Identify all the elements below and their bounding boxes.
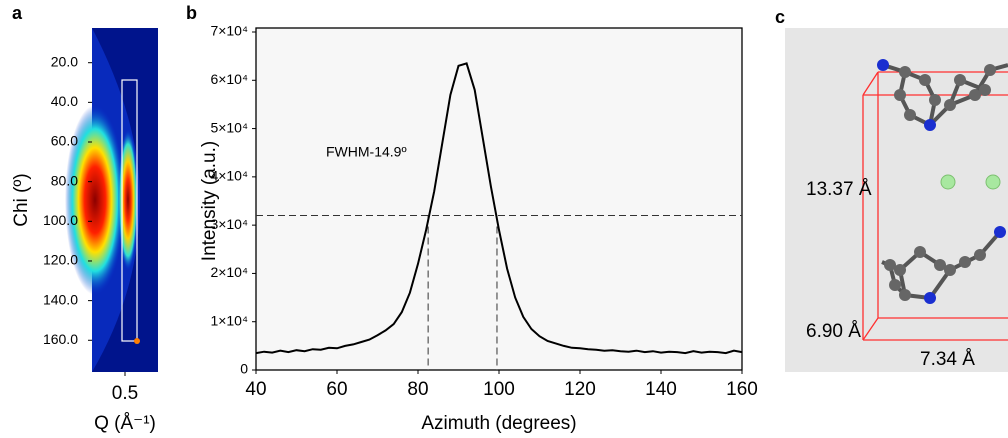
panel-label: c: [775, 7, 785, 27]
y-tick-label: 0: [240, 361, 248, 377]
x-tick-label: 40: [245, 379, 266, 400]
x-tick-label: 0.5: [112, 383, 138, 404]
y-axis-label: Intensity (a.u.): [199, 141, 220, 261]
y-tick-label: 80.0: [51, 172, 78, 188]
fwhm-annotation: FWHM-14.9º: [326, 144, 407, 160]
x-tick-label: 100: [483, 379, 515, 400]
x-tick-label: 160: [726, 379, 758, 400]
intensity-line: [255, 62, 743, 355]
y-tick-label: 4×10⁴: [210, 168, 248, 184]
y-tick-label: 20.0: [51, 53, 78, 69]
panel-label: b: [186, 3, 197, 23]
y-tick-label: 7×10⁴: [210, 23, 248, 39]
crystal-structure: 13.37 Å 6.90 Å 7.34 Å c: [775, 7, 1008, 372]
x-axis-label: Azimuth (degrees): [421, 413, 576, 434]
y-tick-label: 2×10⁴: [210, 264, 248, 280]
panel-label: a: [12, 3, 23, 23]
y-tick-label: 5×10⁴: [210, 119, 248, 135]
y-tick-label: 1×10⁴: [210, 312, 248, 328]
y-tick-label: 3×10⁴: [210, 216, 248, 232]
height-label: 13.37 Å: [806, 179, 872, 200]
depth-label: 6.90 Å: [806, 321, 861, 342]
x-tick-label: 80: [407, 379, 428, 400]
y-tick-label: 140.0: [43, 291, 78, 307]
y-axis-label: Chi (º): [11, 173, 32, 226]
scattering-image: [65, 28, 158, 372]
x-tick-label: 140: [645, 379, 677, 400]
y-tick-label: 60.0: [51, 133, 78, 149]
y-tick-label: 160.0: [43, 331, 78, 347]
y-tick-label: 6×10⁴: [210, 71, 248, 87]
x-tick-label: 60: [326, 379, 347, 400]
y-tick-label: 120.0: [43, 252, 78, 268]
width-label: 7.34 Å: [920, 349, 975, 370]
x-tick-label: 120: [564, 379, 596, 400]
plot-frame: [255, 27, 743, 371]
y-tick-label: 100.0: [43, 212, 78, 228]
y-tick-label: 40.0: [51, 93, 78, 109]
x-axis-label: Q (Å⁻¹): [94, 413, 156, 434]
